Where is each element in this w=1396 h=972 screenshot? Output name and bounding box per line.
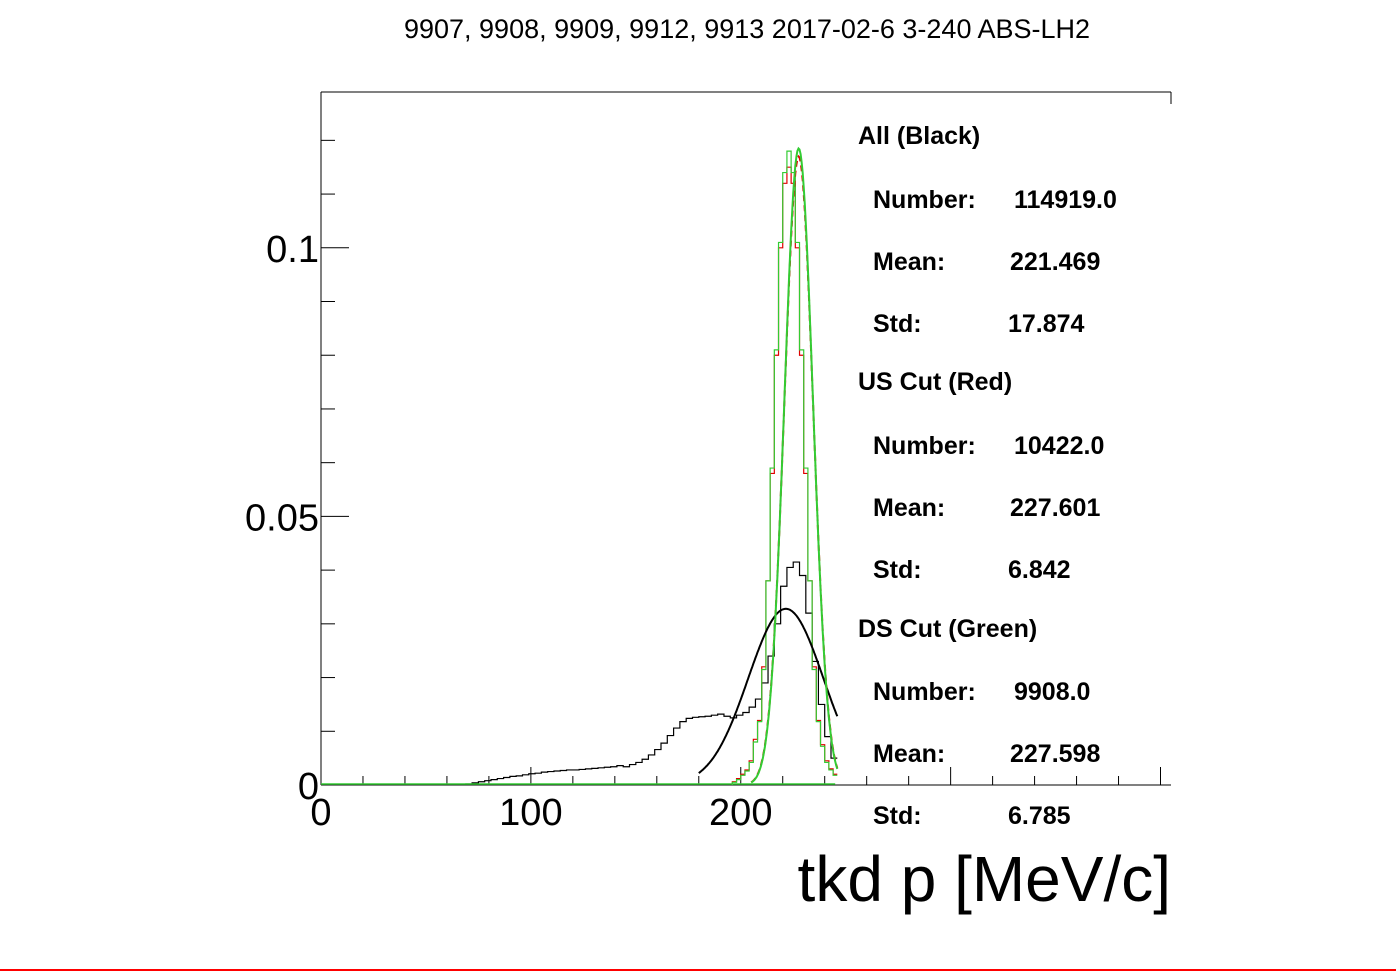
- stats-ds-mean-label: Mean:: [873, 740, 946, 768]
- histogram-all-black: [465, 561, 838, 785]
- y-tick-label: 0: [298, 766, 319, 808]
- stats-all-number: 114919.0: [1014, 186, 1117, 214]
- stats-ds-number-label: Number:: [873, 678, 976, 706]
- gaussian-fit-all: [698, 607, 839, 774]
- gaussian-fit-ds: [750, 146, 839, 784]
- stats-ds-mean: 227.598: [1010, 740, 1101, 768]
- y-tick-label: 0.05: [245, 497, 319, 539]
- stats-ds-std-label: Std:: [873, 802, 922, 830]
- stats-us-std: 6.842: [1008, 556, 1071, 584]
- stats-us-mean-label: Mean:: [873, 494, 946, 522]
- x-axis-title: tkd p [MeV/c]: [798, 843, 1171, 915]
- stats-us-std-label: Std:: [873, 556, 922, 584]
- stats-us-mean: 227.601: [1010, 494, 1101, 522]
- x-tick-label: 200: [709, 792, 772, 834]
- stats-ds-std: 6.785: [1008, 802, 1071, 830]
- stats-ds-heading: DS Cut (Green): [858, 615, 1038, 643]
- stats-all-mean-label: Mean:: [873, 248, 946, 276]
- histogram-us-cut-red: [731, 166, 838, 785]
- stats-all-std: 17.874: [1008, 310, 1085, 338]
- x-tick-label: 0: [310, 792, 331, 834]
- gaussian-fit-us: [750, 154, 839, 784]
- y-tick-label: 0.1: [266, 229, 319, 271]
- stats-all-mean: 221.469: [1010, 248, 1101, 276]
- stats-all-number-label: Number:: [873, 186, 976, 214]
- stats-us-heading: US Cut (Red): [858, 368, 1013, 396]
- stats-ds-number: 9908.0: [1014, 678, 1091, 706]
- footer-divider: [0, 969, 1396, 971]
- stats-all-std-label: Std:: [873, 310, 922, 338]
- stats-us-number-label: Number:: [873, 432, 976, 460]
- histogram-ds-cut-green: [731, 150, 838, 785]
- stats-all-heading: All (Black): [858, 122, 981, 150]
- x-tick-label: 100: [499, 792, 562, 834]
- stats-us-number: 10422.0: [1014, 432, 1105, 460]
- chart-title: 9907, 9908, 9909, 9912, 9913 2017-02-6 3…: [403, 14, 1091, 44]
